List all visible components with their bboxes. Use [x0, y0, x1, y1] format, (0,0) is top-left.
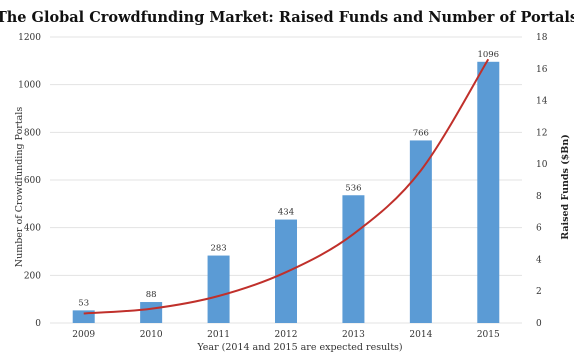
x-tick-label: 2010	[140, 330, 163, 340]
y2-axis-label: Raised Funds ($Bn)	[560, 134, 571, 239]
right-axis-ticks: 0 2 4 6 8 10 12 14 16 18	[536, 33, 548, 329]
y2-tick-label: 12	[536, 128, 547, 138]
y-tick-label: 400	[24, 224, 41, 234]
y2-tick-label: 2	[536, 287, 542, 297]
y2-tick-label: 10	[536, 160, 548, 170]
x-tick-label: 2012	[275, 330, 298, 340]
y-axis-label: Number of Crowdfunding Portals	[14, 107, 25, 268]
x-tick-label: 2014	[409, 330, 432, 340]
x-axis-ticks: 2009 2010 2011 2012 2013 2014 2015	[72, 330, 500, 340]
bar-value-label: 283	[210, 244, 226, 254]
y2-tick-label: 14	[536, 97, 548, 107]
bar	[342, 195, 364, 323]
y2-tick-label: 6	[536, 224, 542, 234]
chart-title: The Global Crowdfunding Market: Raised F…	[0, 9, 574, 26]
x-tick-label: 2013	[342, 330, 365, 340]
bar-value-label: 88	[146, 290, 157, 300]
bar-value-label: 53	[78, 298, 89, 308]
bars	[73, 62, 500, 323]
x-tick-label: 2009	[72, 330, 95, 340]
y2-tick-label: 18	[536, 33, 548, 43]
y-tick-label: 600	[24, 176, 41, 186]
y-tick-label: 800	[24, 128, 41, 138]
y2-tick-label: 4	[536, 255, 542, 265]
bar	[410, 140, 432, 323]
x-axis-label: Year (2014 and 2015 are expected results…	[196, 342, 402, 353]
x-tick-label: 2015	[477, 330, 500, 340]
y2-tick-label: 16	[536, 65, 548, 75]
y-tick-label: 200	[24, 271, 41, 281]
bar	[208, 256, 230, 323]
bar-value-label: 434	[278, 208, 294, 218]
y-tick-label: 0	[35, 319, 41, 329]
y2-tick-label: 0	[536, 319, 542, 329]
bar-value-label: 536	[345, 183, 361, 193]
x-tick-label: 2011	[207, 330, 230, 340]
y2-tick-label: 8	[536, 192, 542, 202]
bar	[477, 62, 499, 323]
y-tick-label: 1000	[18, 81, 41, 91]
y-tick-label: 1200	[18, 33, 41, 43]
bar-value-label: 1096	[477, 50, 499, 60]
bar-value-label: 766	[413, 128, 429, 138]
bar	[140, 302, 162, 323]
